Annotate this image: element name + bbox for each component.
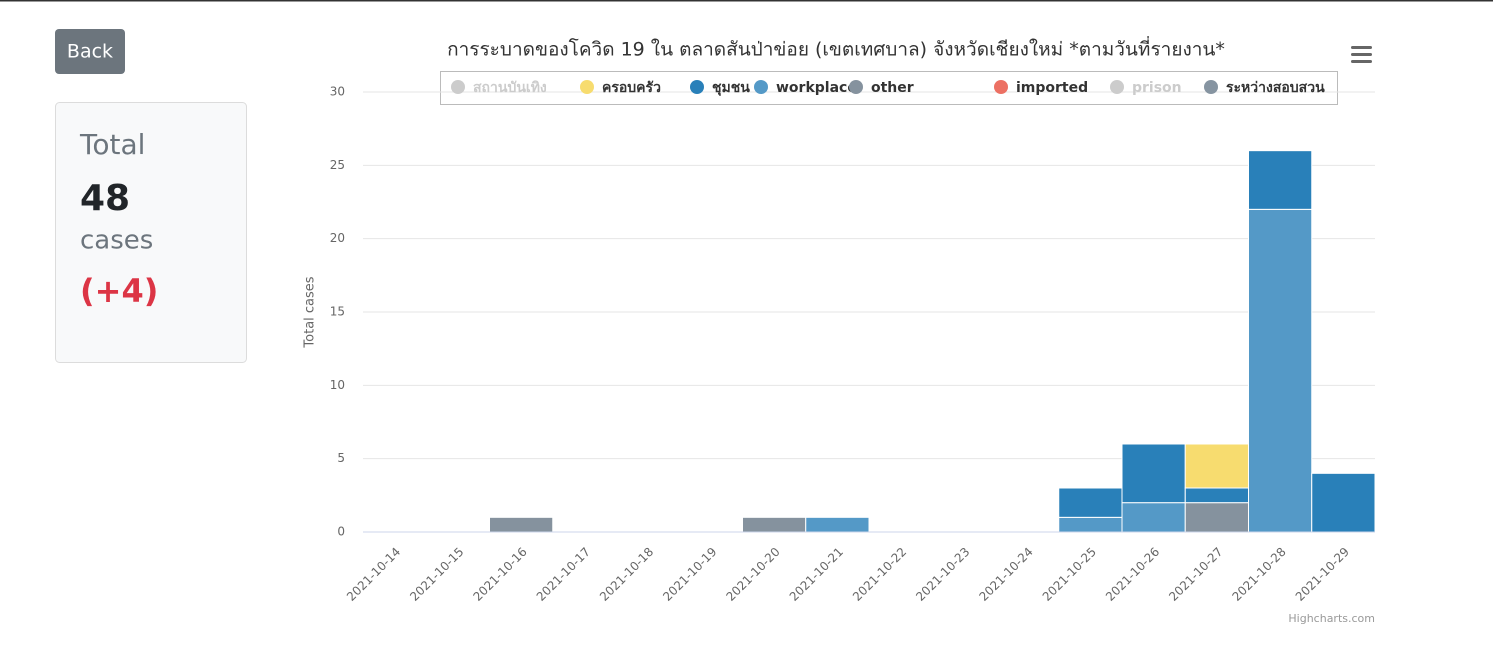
summary-value: 48 <box>80 178 130 219</box>
y-tick-label: 5 <box>337 451 345 465</box>
x-tick-label: 2021-10-16 <box>471 545 530 604</box>
legend-symbol[interactable] <box>580 80 594 94</box>
legend-item[interactable]: ระหว่างสอบสวน <box>1204 80 1325 96</box>
back-label[interactable]: Back <box>67 41 113 63</box>
bar-segment <box>1184 502 1249 533</box>
y-tick-label: 30 <box>330 85 345 99</box>
summary-change: (+4) <box>80 272 158 310</box>
y-axis-title: Total cases <box>303 276 318 348</box>
bar-segment <box>1311 472 1376 533</box>
bar-segment <box>1184 487 1249 504</box>
legend-symbol[interactable] <box>451 80 465 94</box>
legend-label[interactable]: ระหว่างสอบสวน <box>1226 80 1325 96</box>
bar-segment <box>1248 150 1313 210</box>
legend-label[interactable]: ครอบครัว <box>602 80 661 96</box>
bar-segment <box>1058 516 1123 533</box>
menu-bar[interactable] <box>1351 53 1372 56</box>
legend-label[interactable]: other <box>871 80 914 96</box>
legend-label[interactable]: workplace <box>776 80 857 96</box>
legend-label[interactable]: ชุมชน <box>712 80 750 96</box>
summary-unit: cases <box>80 226 153 256</box>
x-tick-label: 2021-10-27 <box>1166 545 1225 604</box>
x-tick-label: 2021-10-20 <box>724 545 783 604</box>
legend-symbol[interactable] <box>1110 80 1124 94</box>
legend-label[interactable]: prison <box>1132 80 1182 96</box>
x-tick-label: 2021-10-17 <box>534 545 593 604</box>
legend-symbol[interactable] <box>994 80 1008 94</box>
x-tick-label: 2021-10-23 <box>913 545 972 604</box>
legend-item[interactable]: สถานบันเทิง <box>451 80 547 96</box>
legend-item[interactable]: imported <box>994 80 1088 96</box>
legend-item[interactable]: workplace <box>754 80 857 96</box>
menu-icon[interactable] <box>1351 46 1372 63</box>
credits[interactable]: Highcharts.com <box>1288 612 1375 625</box>
bar-segment <box>1248 208 1313 533</box>
y-tick-label: 10 <box>330 378 345 392</box>
legend-label[interactable]: imported <box>1016 80 1088 96</box>
y-tick-label: 25 <box>330 158 345 172</box>
legend-symbol[interactable] <box>754 80 768 94</box>
legend-item[interactable]: ชุมชน <box>690 80 750 96</box>
bar-segment <box>489 516 554 533</box>
menu-bar[interactable] <box>1351 60 1372 63</box>
x-tick-label: 2021-10-29 <box>1293 545 1352 604</box>
bar-segment <box>1121 443 1186 504</box>
legend-symbol[interactable] <box>1204 80 1218 94</box>
bar-segment <box>805 516 870 533</box>
back-button-bg[interactable] <box>55 29 125 74</box>
legend-item[interactable]: other <box>849 80 914 96</box>
x-tick-label: 2021-10-18 <box>597 545 656 604</box>
summary-label: Total <box>79 128 145 161</box>
chart-title: การระบาดของโควิด 19 ใน ตลาดสันป่าข่อย (เ… <box>447 36 1225 61</box>
legend-item[interactable]: ครอบครัว <box>580 80 661 96</box>
x-tick-label: 2021-10-15 <box>407 545 466 604</box>
back-button[interactable]: Back <box>55 29 125 74</box>
summary-card <box>55 102 247 363</box>
bar-segment <box>1121 502 1186 533</box>
x-tick-label: 2021-10-22 <box>850 545 909 604</box>
x-tick-label: 2021-10-19 <box>660 545 719 604</box>
y-tick-label: 0 <box>337 525 345 539</box>
x-tick-label: 2021-10-25 <box>1040 545 1099 604</box>
y-tick-label: 15 <box>330 305 345 319</box>
bar-segment <box>742 516 807 533</box>
x-tick-label: 2021-10-28 <box>1230 545 1289 604</box>
legend-symbol[interactable] <box>690 80 704 94</box>
bar-segment <box>1184 443 1249 489</box>
x-tick-label: 2021-10-24 <box>977 545 1036 604</box>
legend-label[interactable]: สถานบันเทิง <box>473 80 547 96</box>
y-tick-label: 20 <box>330 231 345 245</box>
x-tick-label: 2021-10-26 <box>1103 545 1162 604</box>
x-tick-label: 2021-10-21 <box>787 545 846 604</box>
menu-bar[interactable] <box>1351 46 1372 49</box>
legend-symbol[interactable] <box>849 80 863 94</box>
x-tick-label: 2021-10-14 <box>344 545 403 604</box>
legend-item[interactable]: prison <box>1110 80 1182 96</box>
top-border <box>0 0 1493 2</box>
bar-segment <box>1058 487 1123 518</box>
